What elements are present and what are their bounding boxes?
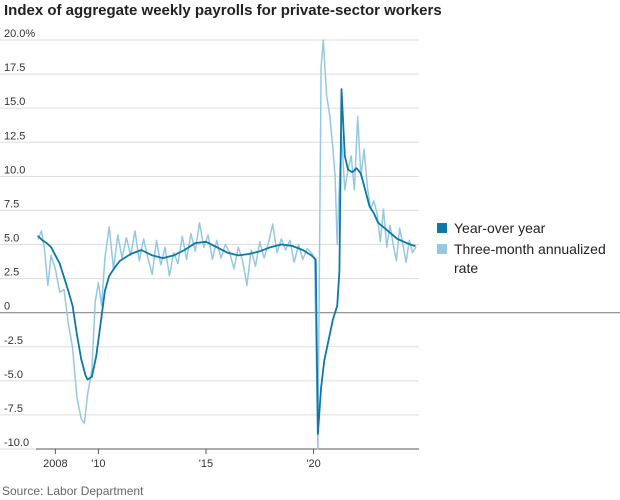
legend-swatch-year-over-year — [437, 223, 447, 233]
legend-item-three-month-annualized: Three-month annualized rate — [437, 240, 617, 278]
series-line-three-month-annualized — [37, 39, 417, 450]
y-tick-label: 20.0% — [4, 28, 35, 40]
y-tick-label: -7.5 — [4, 403, 23, 415]
y-tick-label: 15.0 — [4, 96, 25, 108]
y-tick-label: 12.5 — [4, 130, 25, 142]
x-tick-label: '10 — [91, 458, 105, 470]
legend-swatch-three-month-annualized — [437, 244, 447, 254]
series-line-year-over-year — [37, 88, 416, 435]
x-tick-label: '15 — [199, 458, 213, 470]
source-note: Source: Labor Department — [2, 484, 144, 498]
y-tick-label: 2.5 — [4, 267, 19, 279]
y-tick-label: 7.5 — [4, 198, 19, 210]
legend-item-year-over-year: Year-over year — [437, 219, 617, 238]
y-tick-label: 10.0 — [4, 164, 25, 176]
y-tick-label: -2.5 — [4, 335, 23, 347]
x-tick-label: 2008 — [43, 458, 67, 470]
x-axis-tick-labels: 2008 '10 '15 '20 — [43, 449, 321, 470]
series-lines — [37, 39, 417, 450]
y-tick-label: 0 — [4, 301, 10, 313]
y-tick-label: 5.0 — [4, 233, 19, 245]
y-axis-tick-labels: 20.0% 17.5 15.0 12.5 10.0 7.5 5.0 2.5 0 -2.5 -5.0 -… — [4, 28, 35, 449]
y-tick-label: -10.0 — [4, 437, 29, 449]
legend-label-year-over-year: Year-over year — [454, 220, 546, 236]
chart-title: Index of aggregate weekly payrolls for p… — [4, 2, 442, 19]
y-tick-label: 17.5 — [4, 62, 25, 74]
x-tick-label: '20 — [306, 458, 320, 470]
legend-label-three-month-annualized: Three-month annualized rate — [454, 241, 606, 276]
y-tick-label: -5.0 — [4, 369, 23, 381]
legend: Year-over year Three-month annualized ra… — [437, 219, 617, 280]
